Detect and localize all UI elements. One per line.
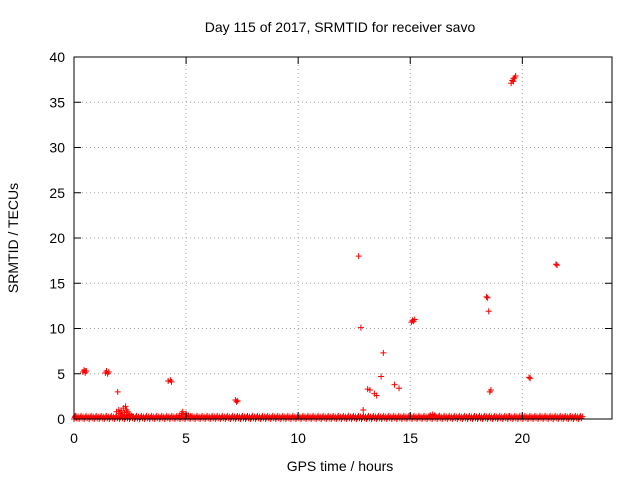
data-point bbox=[552, 261, 559, 268]
x-axis-label: GPS time / hours bbox=[287, 458, 394, 474]
data-point bbox=[487, 387, 494, 394]
data-point bbox=[129, 413, 136, 420]
data-point bbox=[512, 73, 519, 80]
data-point bbox=[391, 381, 398, 388]
x-axis-ticks: 0 5 10 15 20 bbox=[70, 57, 530, 446]
y-tick-label: 25 bbox=[49, 185, 65, 201]
data-point bbox=[411, 316, 418, 323]
data-point bbox=[554, 262, 561, 269]
chart-title: Day 115 of 2017, SRMTID for receiver sav… bbox=[205, 19, 476, 35]
data-point bbox=[510, 78, 517, 85]
x-tick-label: 15 bbox=[402, 430, 418, 446]
data-point bbox=[355, 253, 362, 260]
data-point bbox=[187, 413, 194, 420]
data-point bbox=[483, 293, 490, 300]
data-point bbox=[373, 392, 380, 399]
data-point bbox=[366, 387, 373, 394]
y-axis-label: SRMTID / TECUs bbox=[5, 183, 21, 293]
x-tick-label: 0 bbox=[70, 430, 78, 446]
y-tick-label: 20 bbox=[49, 230, 65, 246]
data-point bbox=[380, 349, 387, 356]
data-point bbox=[125, 412, 132, 419]
data-point bbox=[357, 324, 364, 331]
y-tick-label: 15 bbox=[49, 275, 65, 291]
data-point bbox=[105, 368, 112, 375]
y-tick-label: 0 bbox=[57, 411, 65, 427]
data-point bbox=[436, 412, 443, 419]
data-point bbox=[527, 375, 534, 382]
data-point bbox=[168, 378, 175, 385]
y-tick-label: 5 bbox=[57, 366, 65, 382]
data-point bbox=[233, 398, 240, 405]
data-point bbox=[378, 373, 385, 380]
data-point bbox=[114, 388, 121, 395]
y-tick-label: 30 bbox=[49, 140, 65, 156]
data-points bbox=[71, 73, 586, 422]
data-point bbox=[83, 368, 90, 375]
data-point bbox=[234, 397, 241, 404]
y-tick-label: 40 bbox=[49, 49, 65, 65]
x-tick-label: 10 bbox=[290, 430, 306, 446]
data-point bbox=[505, 413, 512, 420]
data-point bbox=[360, 406, 367, 413]
x-tick-label: 20 bbox=[515, 430, 531, 446]
y-tick-label: 10 bbox=[49, 321, 65, 337]
data-point bbox=[179, 408, 186, 415]
data-point bbox=[72, 413, 79, 420]
y-axis-ticks: 0 5 10 15 20 25 30 35 40 bbox=[49, 49, 612, 427]
data-point bbox=[485, 308, 492, 315]
data-point bbox=[122, 403, 129, 410]
grid-lines bbox=[74, 57, 612, 419]
data-point bbox=[396, 385, 403, 392]
y-tick-label: 35 bbox=[49, 94, 65, 110]
data-point bbox=[526, 374, 533, 381]
data-point bbox=[484, 294, 491, 301]
x-tick-label: 5 bbox=[182, 430, 190, 446]
